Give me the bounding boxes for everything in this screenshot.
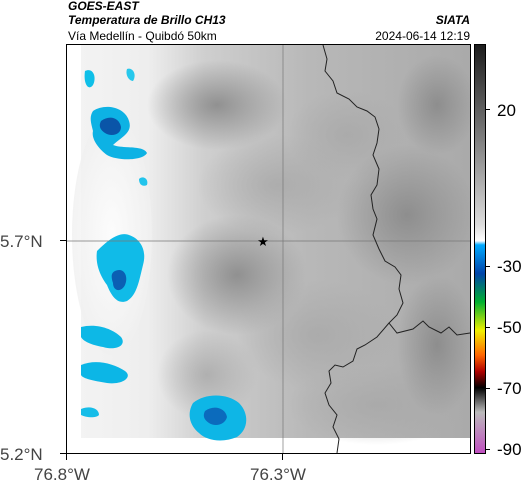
region-subtitle: Vía Medellín - Quibdó 50km (68, 29, 217, 43)
product-title: Temperatura de Brillo CH13 (68, 13, 226, 27)
agency-label: SIATA (435, 13, 470, 27)
x-tick-mark (282, 454, 283, 460)
colorbar-label: -70 (497, 379, 522, 398)
colorbar-label: 20 (497, 101, 516, 120)
y-tick-mark (60, 240, 66, 241)
x-tick-label: 76.3°W (250, 465, 306, 484)
datetime-label: 2024-06-14 12:19 (375, 29, 470, 43)
boundary-line-south (324, 322, 390, 453)
colorbar (474, 44, 486, 454)
colorbar-tick (486, 327, 490, 328)
cold-cloud-tops (81, 68, 247, 441)
colorbar-tick (486, 266, 490, 267)
colorbar-label: -50 (497, 318, 522, 337)
colorbar-label: -30 (497, 257, 522, 276)
y-tick-label: 5.7°N (0, 232, 43, 251)
y-tick-mark (60, 453, 66, 454)
satellite-name: GOES-EAST (68, 0, 139, 13)
satellite-map[interactable]: ★ (66, 44, 471, 454)
x-tick-label: 76.8°W (34, 465, 90, 484)
colorbar-label: -90 (497, 440, 522, 459)
star-icon: ★ (257, 235, 269, 250)
x-tick-mark (66, 454, 67, 460)
colorbar-tick (486, 449, 490, 450)
boundary-line (322, 45, 470, 336)
map-canvas: ★ (67, 45, 470, 453)
colorbar-tick (486, 109, 490, 110)
map-gridlines (67, 45, 470, 453)
colorbar-tick (486, 388, 490, 389)
y-tick-label: 5.2°N (0, 445, 43, 464)
